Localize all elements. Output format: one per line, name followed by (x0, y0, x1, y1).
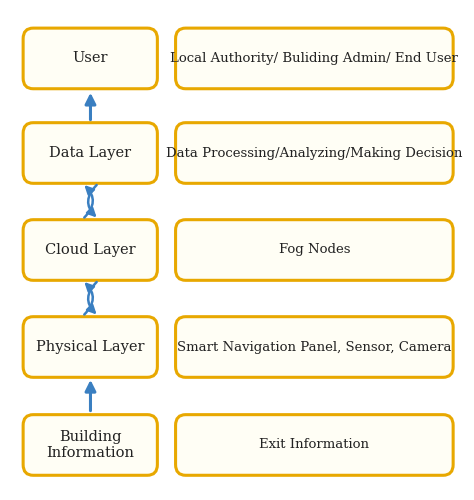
FancyBboxPatch shape (23, 28, 157, 88)
Text: Cloud Layer: Cloud Layer (45, 243, 136, 257)
FancyBboxPatch shape (175, 316, 453, 378)
Text: Data Processing/Analyzing/Making Decision: Data Processing/Analyzing/Making Decisio… (166, 146, 463, 160)
Text: Physical Layer: Physical Layer (36, 340, 145, 354)
Text: Fog Nodes: Fog Nodes (279, 244, 350, 256)
FancyBboxPatch shape (175, 220, 453, 280)
FancyBboxPatch shape (175, 122, 453, 184)
Text: Exit Information: Exit Information (259, 438, 369, 452)
FancyBboxPatch shape (23, 316, 157, 378)
Text: Data Layer: Data Layer (49, 146, 131, 160)
FancyBboxPatch shape (23, 414, 157, 476)
Text: Smart Navigation Panel, Sensor, Camera: Smart Navigation Panel, Sensor, Camera (177, 340, 452, 353)
FancyBboxPatch shape (23, 220, 157, 280)
FancyBboxPatch shape (23, 122, 157, 184)
Text: Local Authority/ Buliding Admin/ End User: Local Authority/ Buliding Admin/ End Use… (171, 52, 458, 65)
Text: User: User (73, 52, 108, 66)
FancyBboxPatch shape (175, 28, 453, 88)
FancyBboxPatch shape (175, 414, 453, 476)
Text: Building
Information: Building Information (46, 430, 134, 460)
